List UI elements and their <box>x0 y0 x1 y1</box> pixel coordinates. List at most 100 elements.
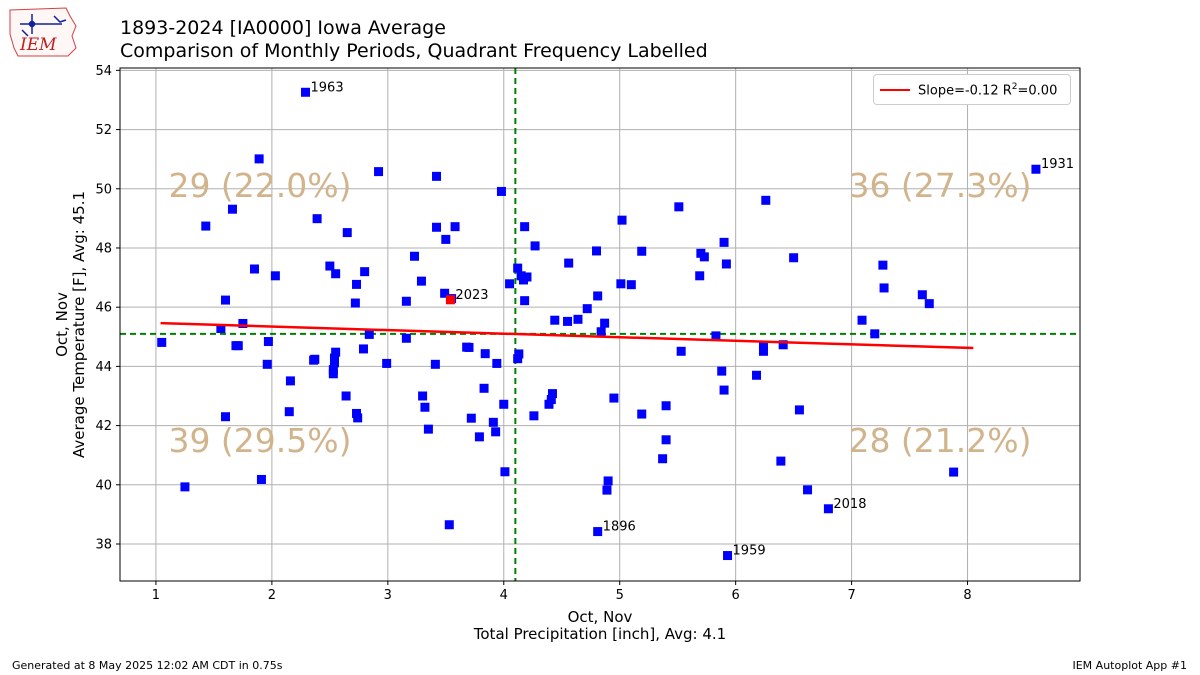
x-tick-label: 6 <box>732 588 740 603</box>
data-point <box>564 258 574 268</box>
data-point <box>550 315 560 325</box>
data-point <box>661 401 671 411</box>
y-tick-label: 44 <box>95 360 112 375</box>
data-point <box>711 331 721 341</box>
legend: Slope=-0.12 R2=0.00 <box>873 74 1071 105</box>
data-point <box>360 267 370 277</box>
data-point <box>776 456 786 466</box>
data-point <box>758 346 768 356</box>
data-point <box>491 427 501 437</box>
data-point <box>500 467 510 477</box>
data-point <box>364 329 374 339</box>
data-point <box>626 280 636 290</box>
year-annotation: 1931 <box>1041 157 1074 172</box>
y-tick-label: 50 <box>95 182 112 197</box>
data-point <box>233 341 243 351</box>
data-point <box>529 411 539 421</box>
quadrant-labels: 29 (22.0%) 36 (27.3%) 39 (29.5%) 28 (21.2%) <box>168 166 1031 460</box>
data-point <box>420 402 430 412</box>
x-tick-label: 7 <box>847 588 855 603</box>
y-tick-label: 46 <box>95 301 112 316</box>
data-point <box>341 391 351 401</box>
data-point <box>514 349 524 359</box>
data-point <box>674 202 684 212</box>
data-point <box>592 246 602 256</box>
data-point <box>513 354 523 364</box>
iem-logo: IEM <box>9 7 77 57</box>
data-point <box>284 407 294 417</box>
data-point <box>401 333 411 343</box>
data-point <box>450 222 460 232</box>
data-point <box>329 353 339 363</box>
footer-generated-text: Generated at 8 May 2025 12:02 AM CDT in … <box>12 659 283 672</box>
data-point <box>325 261 335 271</box>
data-point <box>201 221 211 231</box>
data-point <box>312 214 322 224</box>
data-point <box>603 476 613 486</box>
x-tick-label: 5 <box>616 588 624 603</box>
data-point <box>440 288 450 298</box>
data-point <box>474 432 484 442</box>
data-point <box>596 327 606 337</box>
data-point <box>249 264 259 274</box>
plot-frame <box>119 67 1081 582</box>
data-point <box>723 551 733 561</box>
quadrant-label-bottom-right: 28 (21.2%) <box>848 421 1031 460</box>
y-tick-label: 42 <box>95 419 112 434</box>
data-point <box>466 413 476 423</box>
data-point <box>350 298 360 308</box>
data-point <box>878 260 888 270</box>
data-point <box>803 485 813 495</box>
data-point <box>352 279 362 289</box>
data-point <box>522 272 532 282</box>
data-point <box>423 424 433 434</box>
data-point <box>488 417 498 427</box>
data-point <box>492 358 502 368</box>
x-axis-label-line2: Total Precipitation [inch], Avg: 4.1 <box>473 625 726 643</box>
highlight-point <box>445 295 455 305</box>
data-point <box>857 315 867 325</box>
y-tick-label: 48 <box>95 241 112 256</box>
data-point <box>547 389 557 399</box>
data-point <box>719 385 729 395</box>
data-point <box>917 290 927 300</box>
year-annotation: 1896 <box>603 520 636 535</box>
data-point <box>157 337 167 347</box>
data-point <box>924 299 934 309</box>
data-point <box>676 346 686 356</box>
data-point <box>617 215 627 225</box>
data-point <box>546 395 556 405</box>
data-point <box>593 527 603 537</box>
year-annotation: 1963 <box>311 80 344 95</box>
data-point <box>262 359 272 369</box>
data-point <box>430 359 440 369</box>
data-point <box>263 337 273 347</box>
data-point <box>444 520 454 530</box>
data-point <box>353 413 363 423</box>
data-point <box>761 195 771 205</box>
y-axis-label-line1: Oct, Nov <box>53 292 71 357</box>
data-point <box>658 454 668 464</box>
data-point <box>285 376 295 386</box>
quadrant-label-top-right: 36 (27.3%) <box>848 166 1031 205</box>
data-point <box>721 259 731 269</box>
year-annotations: 1963 2023 1931 1896 2018 1959 <box>311 80 1075 558</box>
data-point <box>254 154 264 164</box>
x-tick-label: 1 <box>152 588 160 603</box>
data-point <box>374 167 384 177</box>
data-point <box>661 435 671 445</box>
data-point <box>1031 164 1041 174</box>
data-point <box>180 482 190 492</box>
data-point <box>949 467 959 477</box>
data-point <box>609 393 619 403</box>
x-axis-label-line1: Oct, Nov <box>568 608 633 626</box>
chart-title-line2: Comparison of Monthly Periods, Quadrant … <box>120 40 708 62</box>
data-point <box>794 405 804 415</box>
data-point <box>310 354 320 364</box>
data-point <box>563 316 573 326</box>
data-point <box>401 296 411 306</box>
data-point <box>221 295 231 305</box>
y-tick-label: 52 <box>95 123 112 138</box>
data-point <box>602 485 612 495</box>
data-point <box>418 391 428 401</box>
